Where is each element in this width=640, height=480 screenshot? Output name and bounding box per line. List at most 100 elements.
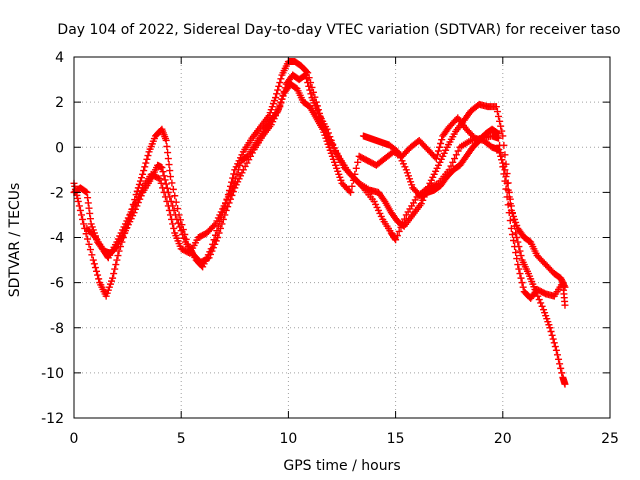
data-point [272,94,280,102]
data-point [556,360,564,368]
y-tick-label: -10 [41,366,64,382]
x-tick-label: 15 [387,431,405,447]
y-tick-label: -2 [50,185,64,201]
data-point [519,283,527,291]
data-point [303,68,311,76]
data-point [275,82,283,90]
x-tick-label: 25 [601,431,619,447]
data-point [512,249,520,257]
data-point [302,71,310,79]
data-point [159,184,167,192]
data-point [169,220,177,228]
data-point [434,147,442,155]
data-point [307,90,315,98]
data-point [392,147,400,155]
data-point [232,175,240,183]
data-point [86,209,94,217]
data-point [277,75,285,83]
data-point [557,364,565,372]
y-tick-label: -6 [50,276,64,292]
data-point [164,149,172,157]
data-point [171,192,179,200]
data-point [452,151,460,159]
data-point [156,175,164,183]
data-point [79,215,87,223]
data-point [500,162,508,170]
data-point [499,132,507,140]
data-point [561,283,569,291]
x-tick-label: 0 [70,431,79,447]
data-point [168,179,176,187]
data-point [230,179,238,187]
x-tick-label: 20 [494,431,512,447]
data-point [76,206,84,214]
data-point [561,380,569,388]
data-point [112,261,120,269]
data-point [451,155,459,163]
data-point [78,211,86,219]
ticks: 0 5 10 15 20 25 -12 -10 -8 -6 -4 -2 0 2 4 [41,50,619,447]
data-point [347,171,355,179]
data-point [161,193,169,201]
data-point [551,343,559,351]
data-point [436,143,444,151]
data-point [447,162,455,170]
data-point [492,103,500,111]
data-point [88,251,96,259]
data-point [497,152,505,160]
data-point [86,215,94,223]
data-point [84,194,92,202]
data-layer [70,58,569,388]
data-point [229,184,237,192]
y-tick-label: 2 [55,95,64,111]
data-point [161,176,169,184]
data-point [205,254,213,262]
data-point [165,206,173,214]
data-point [505,193,513,201]
data-point [518,279,526,287]
data-point [113,256,121,264]
data-point [513,255,521,263]
data-point [432,155,440,163]
data-point [534,292,542,300]
data-point [168,215,176,223]
data-point [166,173,174,181]
data-point [164,155,172,163]
data-point [511,243,519,251]
y-tick-label: -12 [41,411,64,427]
data-point [214,234,222,241]
data-point [306,86,314,94]
data-point [95,275,103,283]
data-point [83,188,91,196]
data-point [548,331,556,339]
data-point [210,221,218,229]
data-point [276,79,284,87]
data-point [498,156,506,164]
data-point [497,122,505,130]
data-point [555,355,563,363]
data-point [82,230,90,238]
data-point [399,219,407,227]
data-point [158,164,166,172]
data-point [305,82,313,90]
y-tick-label: -4 [50,231,64,247]
data-point [208,247,216,255]
data-point [136,177,144,185]
data-point [170,224,178,232]
data-point [304,79,312,87]
data-point [502,173,510,181]
data-point [162,180,170,188]
data-point [449,158,457,166]
data-point [176,223,184,231]
data-point [433,151,441,159]
data-point [157,179,165,187]
data-point [401,215,409,223]
x-tick-label: 5 [177,431,186,447]
data-point [348,182,356,190]
data-point [501,151,509,159]
data-point [75,202,83,210]
data-point [174,205,182,213]
y-tick-label: 4 [55,50,64,66]
data-point [274,86,282,94]
